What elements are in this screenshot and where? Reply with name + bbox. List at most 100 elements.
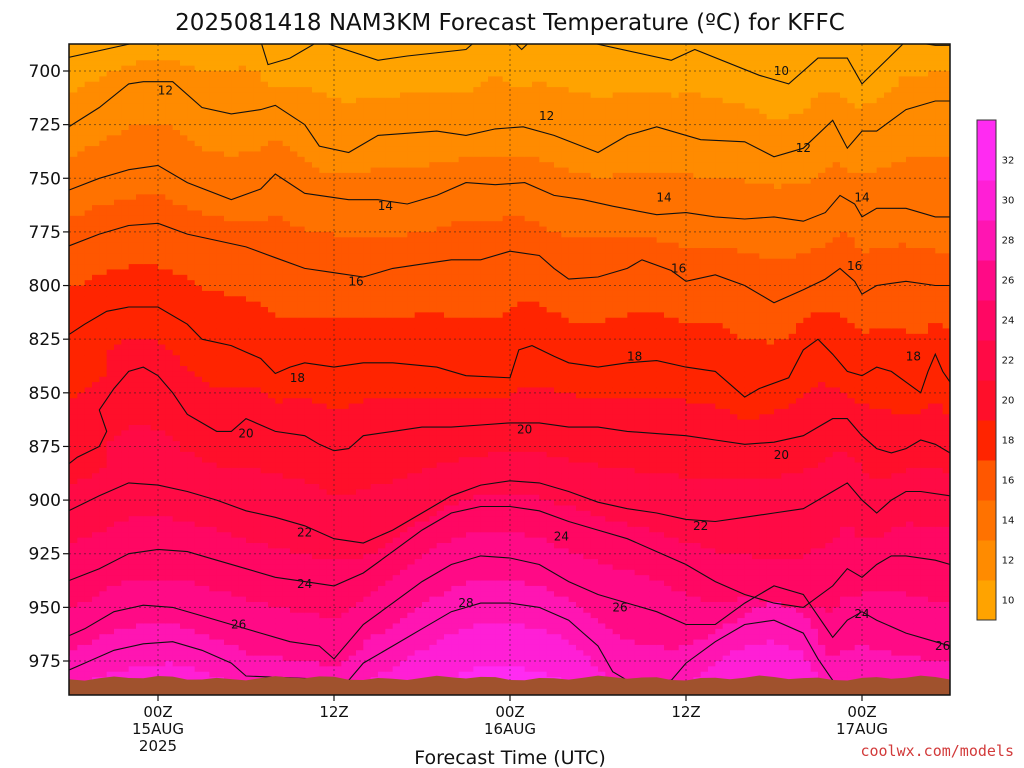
field-cell [341,478,350,485]
field-cell [92,54,100,61]
field-cell [128,339,137,346]
field-cell [77,183,86,190]
field-cell [121,65,130,72]
field-cell [268,532,276,539]
field-cell [275,521,284,528]
field-cell [304,355,313,362]
field-cell [282,167,291,174]
field-cell [253,124,262,131]
field-cell [202,650,210,657]
field-cell [69,323,71,330]
field-cell [69,559,71,566]
field-cell [128,532,137,539]
field-cell [114,130,122,136]
field-cell [319,349,328,356]
field-cell [304,441,313,448]
field-cell [99,500,108,507]
field-cell [268,242,276,249]
field-cell [209,349,218,356]
field-cell [180,323,188,330]
field-cell [260,602,269,608]
field-cell [341,671,350,678]
field-cell [231,543,240,549]
field-cell [231,564,240,571]
field-cell [209,296,218,303]
field-cell [290,602,298,608]
field-cell [77,124,86,131]
field-cell [187,199,196,206]
field-cell [84,526,93,533]
field-cell [165,451,174,458]
field-cell [319,231,328,238]
field-cell [136,140,144,147]
field-cell [69,130,71,136]
field-cell [106,526,115,533]
field-cell [180,301,188,308]
field-cell [84,54,93,61]
field-cell [209,425,218,431]
field-cell [202,113,210,120]
field-cell [297,398,306,405]
field-cell [70,419,78,426]
field-cell [260,307,269,313]
field-cell [231,221,240,228]
field-cell [238,231,247,238]
field-cell [187,371,196,378]
field-cell [224,135,232,142]
field-cell [275,231,284,238]
field-cell [84,296,93,303]
field-cell [290,65,298,72]
field-cell [312,666,320,673]
field-cell [209,183,218,190]
field-cell [150,264,159,271]
field-cell [143,97,152,104]
field-cell [202,559,210,566]
field-cell [114,156,122,163]
field-cell [290,307,298,313]
field-cell [158,130,166,136]
field-cell [304,575,313,582]
field-cell [246,119,254,126]
field-cell [319,60,328,67]
field-cell [348,312,357,319]
field-cell [128,376,137,383]
field-cell [319,425,328,431]
field-cell [253,231,262,238]
field-cell [150,156,159,163]
field-cell [231,113,240,120]
field-cell [194,113,203,120]
field-cell [268,575,276,582]
field-cell [55,103,63,109]
field-cell [92,178,100,185]
field-cell [84,644,93,651]
field-cell [326,355,335,362]
field-cell [216,414,225,421]
field-cell [246,231,254,238]
field-cell [341,387,350,394]
field-cell [69,151,71,158]
field-cell [187,301,196,308]
field-cell [165,371,174,378]
field-cell [187,264,196,271]
field-cell [69,484,71,490]
field-cell [312,526,320,533]
field-cell [165,97,174,104]
field-cell [187,446,196,453]
field-cell [216,575,225,582]
field-cell [268,387,276,394]
field-cell [180,189,188,195]
field-cell [84,655,93,662]
field-cell [99,650,108,657]
field-cell [275,671,284,678]
field-cell [172,312,181,319]
field-cell [106,430,115,437]
field-cell [143,559,152,566]
field-cell [187,103,196,110]
field-cell [194,425,203,431]
field-cell [143,484,152,490]
field-cell [158,333,166,340]
field-cell [326,489,335,496]
field-cell [202,392,210,399]
field-cell [260,183,269,190]
field-cell [238,108,247,115]
